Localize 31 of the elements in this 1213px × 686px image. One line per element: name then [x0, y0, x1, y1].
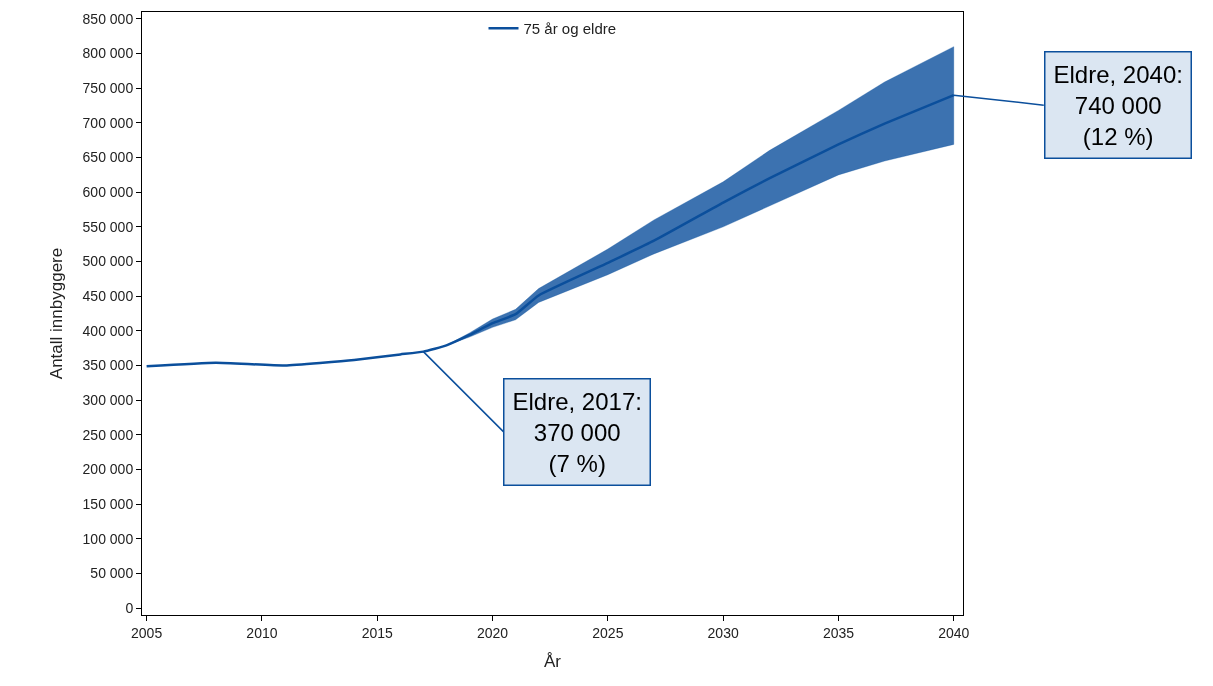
x-tick-label: 2035 [822, 624, 855, 641]
x-tick-label: 2010 [246, 624, 278, 641]
x-tick-label: 2030 [707, 624, 739, 641]
y-tick-label: 550 000 [82, 218, 134, 235]
y-tick-label: 800 000 [82, 45, 134, 62]
y-tick-label: 850 000 [82, 10, 134, 27]
y-tick-label: 100 000 [82, 530, 134, 547]
y-tick-label: 250 000 [82, 426, 134, 443]
annotation: Eldre, 2040: 740 000 (12 %) [1053, 60, 1183, 150]
y-tick-label: 200 000 [82, 461, 134, 478]
y-tick-label: 400 000 [82, 322, 134, 339]
y-tick-label: 600 000 [82, 184, 134, 201]
y-tick-label: 150 000 [82, 496, 134, 512]
x-tick-label: 2005 [131, 624, 163, 641]
x-tick-label: 2020 [476, 624, 509, 641]
y-tick-label: 0 [125, 599, 134, 616]
y-tick-label: 650 000 [82, 149, 134, 166]
annotation: Eldre, 2017: 370 000 (7 %) [512, 387, 642, 477]
y-tick-label: 300 000 [82, 392, 134, 409]
y-tick-label: 750 000 [82, 80, 134, 97]
x-tick-label: 2040 [938, 624, 970, 641]
x-axis-title: År [544, 652, 562, 672]
x-tick-label: 2015 [361, 624, 394, 641]
y-tick-label: 500 000 [82, 253, 134, 270]
x-tick-label: 2025 [592, 624, 624, 641]
y-axis-title: Antall innbyggere [47, 247, 67, 380]
y-tick-label: 50 000 [90, 565, 134, 582]
legend-label: 75 år og eldre [523, 20, 617, 38]
y-tick-label: 350 000 [82, 357, 134, 374]
y-tick-label: 450 000 [82, 288, 134, 305]
y-tick-label: 700 000 [82, 114, 134, 131]
